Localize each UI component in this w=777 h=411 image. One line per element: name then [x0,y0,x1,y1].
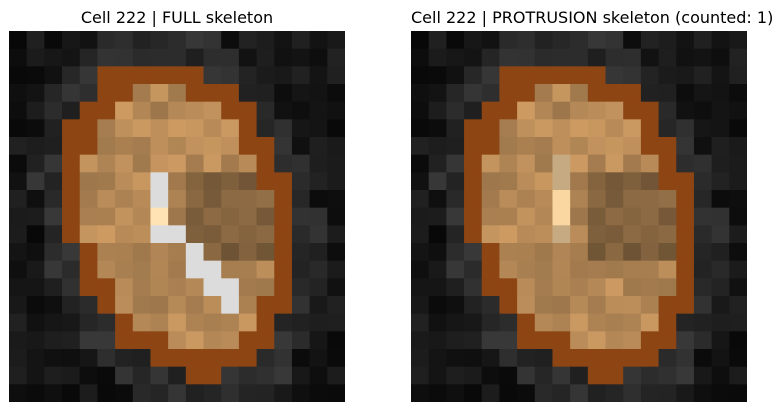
cell-image-svg [411,31,747,402]
cell-image-svg [9,31,345,402]
cell-image-protrusion [411,31,747,402]
panel-title: Cell 222 | FULL skeleton [80,8,274,27]
panel-title: Cell 222 | PROTRUSION skeleton (counted:… [411,8,774,27]
cell-image-full [9,31,345,402]
